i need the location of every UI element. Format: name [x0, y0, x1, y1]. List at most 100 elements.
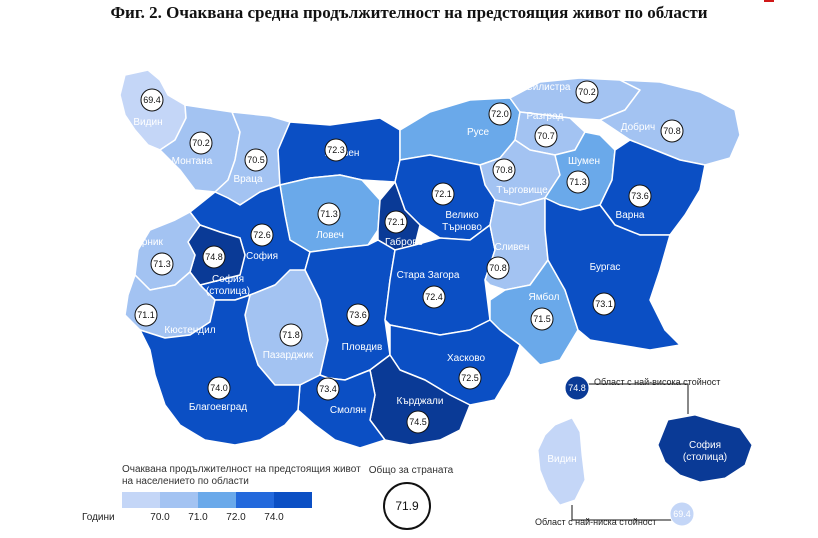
svg-text:73.6: 73.6	[349, 310, 367, 320]
label-dobrich: Добрич	[621, 121, 656, 133]
value-bubble-sofia-capital: 74.8	[202, 245, 226, 269]
legend-tick-1: 70.0	[150, 512, 170, 523]
label-sliven: Сливен	[495, 242, 530, 253]
value-bubble-kyustendil: 71.1	[134, 303, 158, 327]
value-bubble-lovech: 71.3	[317, 202, 341, 226]
svg-text:71.8: 71.8	[282, 330, 300, 340]
value-bubble-vratsa: 70.5	[244, 148, 268, 172]
figure-title: Фиг. 2. Очаквана средна продължителност …	[110, 3, 708, 22]
value-bubble-ruse: 72.0	[488, 102, 512, 126]
label-targovishte: Търговище	[496, 185, 548, 196]
value-bubble-veliko-tarnovo: 72.1	[431, 182, 455, 206]
svg-text:69.4: 69.4	[673, 509, 691, 519]
legend-swatch-2	[160, 492, 198, 508]
label-stara-zagora: Стара Загора	[397, 270, 460, 281]
label-shumen: Шумен	[568, 156, 600, 167]
label-smolyan: Смолян	[330, 405, 366, 416]
inset-min-label: Област с най-ниска стойност	[535, 517, 657, 527]
value-bubble-silistra: 70.2	[575, 80, 599, 104]
region-pernik[interactable]	[134, 211, 201, 291]
svg-text:73.6: 73.6	[631, 191, 649, 201]
label-varna: Варна	[616, 210, 645, 221]
label-kyustendil: Кюстендил	[164, 325, 215, 336]
value-bubble-haskovo: 72.5	[458, 366, 482, 390]
label-silistra: Силистра	[526, 82, 571, 93]
legend-tick-2: 71.0	[188, 512, 208, 523]
inset-vidin-label: Видин	[547, 454, 576, 465]
svg-text:71.3: 71.3	[569, 177, 587, 187]
svg-text:71.1: 71.1	[137, 310, 155, 320]
inset-sofia-label-2: (столица)	[683, 452, 727, 463]
label-plovdiv: Пловдив	[342, 342, 383, 353]
label-veliko-tarnovo-2: Търново	[442, 222, 482, 233]
label-vidin: Видин	[133, 117, 162, 128]
svg-text:72.1: 72.1	[387, 217, 405, 227]
region-burgas[interactable]	[544, 197, 681, 351]
value-bubble-blagoevgrad: 74.0	[207, 376, 231, 400]
svg-text:69.4: 69.4	[143, 95, 161, 105]
value-bubble-razgrad: 70.7	[534, 124, 558, 148]
svg-text:70.7: 70.7	[537, 131, 555, 141]
legend-color-scale	[122, 492, 312, 508]
label-gabrovo: Габрово	[385, 236, 423, 248]
value-bubble-montana: 70.2	[189, 131, 213, 155]
legend-swatch-1	[122, 492, 160, 508]
label-haskovo: Хасково	[447, 353, 485, 364]
label-sofia: София	[246, 250, 278, 262]
label-montana: Монтана	[172, 156, 213, 167]
value-bubble-gabrovo: 72.1	[384, 210, 408, 234]
inset-max-leader	[588, 383, 689, 414]
corner-mark	[764, 0, 774, 2]
value-bubble-yambol: 71.5	[530, 307, 554, 331]
value-bubble-burgas: 73.1	[592, 292, 616, 316]
label-sofia-capital-2: (столица)	[206, 286, 250, 297]
legend-title: Очаквана продължителност на предстоящия …	[122, 464, 361, 487]
value-bubble-plovdiv: 73.6	[346, 303, 370, 327]
svg-text:70.5: 70.5	[247, 155, 265, 165]
svg-text:72.6: 72.6	[253, 230, 271, 240]
value-bubble-shumen: 71.3	[566, 170, 590, 194]
inset-vidin-shape	[537, 417, 586, 506]
svg-text:71.3: 71.3	[320, 209, 338, 219]
value-bubble-sliven: 70.8	[486, 256, 510, 280]
svg-text:70.2: 70.2	[578, 87, 596, 97]
label-veliko-tarnovo-1: Велико	[445, 210, 479, 221]
inset-sofia-shape	[657, 414, 753, 483]
label-blagoevgrad: Благоевград	[189, 402, 247, 413]
svg-text:73.4: 73.4	[319, 384, 337, 394]
label-ruse: Русе	[467, 127, 490, 138]
svg-text:74.8: 74.8	[568, 383, 586, 393]
label-lovech: Ловеч	[316, 230, 344, 241]
svg-text:74.5: 74.5	[409, 417, 427, 427]
value-bubble-pazardzhik: 71.8	[279, 323, 303, 347]
value-bubble-targovishte: 70.8	[492, 158, 516, 182]
svg-text:74.0: 74.0	[210, 383, 228, 393]
value-bubble-dobrich: 70.8	[660, 119, 684, 143]
label-burgas: Бургас	[590, 262, 621, 273]
label-pernik: Перник	[129, 237, 163, 248]
inset-max-bubble: 74.8	[564, 375, 590, 401]
label-pazardzhik: Пазарджик	[263, 350, 314, 361]
svg-text:72.0: 72.0	[491, 109, 509, 119]
legend-tick-3: 72.0	[226, 512, 246, 523]
svg-text:72.5: 72.5	[461, 373, 479, 383]
legend-swatch-4	[236, 492, 274, 508]
svg-text:73.1: 73.1	[595, 299, 613, 309]
svg-text:72.3: 72.3	[327, 145, 345, 155]
label-kardzhali: Кърджали	[397, 396, 444, 407]
svg-text:70.2: 70.2	[192, 138, 210, 148]
svg-text:72.4: 72.4	[425, 292, 443, 302]
value-bubble-varna: 73.6	[628, 184, 652, 208]
legend-swatch-5	[274, 492, 312, 508]
label-vratsa: Враца	[233, 174, 263, 185]
svg-text:74.8: 74.8	[205, 252, 223, 262]
value-bubble-pleven: 72.3	[324, 138, 348, 162]
inset-extremes: Видин София (столица) 74.8 69.4	[537, 375, 753, 527]
value-bubble-sofia: 72.6	[250, 223, 274, 247]
label-yambol: Ямбол	[529, 291, 560, 303]
value-bubble-stara-zagora: 72.4	[422, 285, 446, 309]
region-blagoevgrad[interactable]	[139, 294, 301, 446]
svg-text:71.3: 71.3	[153, 259, 171, 269]
inset-sofia-label-1: София	[689, 439, 721, 451]
